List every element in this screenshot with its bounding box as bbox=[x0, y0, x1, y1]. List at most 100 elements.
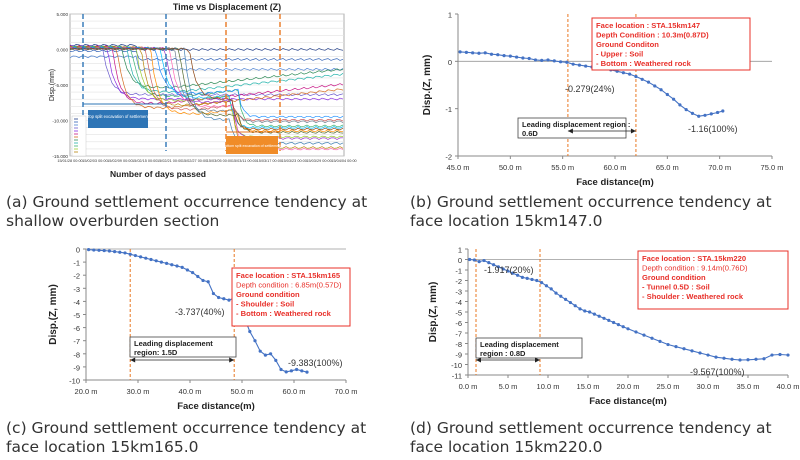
leading-arrow-head-right bbox=[535, 357, 540, 363]
data-point bbox=[492, 263, 496, 267]
data-point bbox=[721, 109, 725, 113]
series-line bbox=[69, 49, 344, 61]
data-point bbox=[697, 114, 701, 118]
data-point bbox=[626, 327, 630, 331]
data-point bbox=[621, 71, 625, 75]
data-point bbox=[128, 252, 132, 256]
y-tick-label: -9 bbox=[455, 351, 462, 360]
mid-value-label: -0.279(24%) bbox=[565, 84, 615, 94]
y-tick-label: -7 bbox=[73, 337, 80, 346]
x-tick-label: 60.0 m bbox=[283, 387, 306, 396]
data-point bbox=[544, 284, 548, 288]
data-point bbox=[653, 84, 657, 88]
leading-arrow-head-left bbox=[476, 357, 481, 363]
data-point bbox=[778, 352, 782, 357]
data-point bbox=[552, 59, 556, 63]
caption-c: (c) Ground settlement occurrence tendenc… bbox=[6, 419, 367, 456]
data-point bbox=[496, 265, 500, 269]
leading-label-text: Leading displacement bbox=[134, 339, 213, 348]
data-point bbox=[206, 280, 210, 284]
x-tick-label: 20.0 m bbox=[617, 382, 640, 391]
data-point bbox=[248, 329, 252, 334]
y-axis-label: Disp.(Z, mm) bbox=[428, 282, 439, 343]
end-value-label: -9.383(100%) bbox=[288, 358, 343, 368]
data-point bbox=[706, 353, 710, 357]
data-point bbox=[584, 64, 588, 68]
x-tick-label: 15/02/09 00:00 bbox=[107, 159, 132, 163]
leading-label-box bbox=[129, 336, 237, 358]
data-point bbox=[217, 295, 221, 300]
data-point bbox=[516, 273, 520, 277]
x-tick-label: 15/04/04 00:00 bbox=[331, 159, 356, 163]
y-tick-label: -1 bbox=[73, 259, 80, 268]
leading-label-box bbox=[517, 117, 627, 139]
leading-arrow-head-right bbox=[229, 357, 235, 363]
info-box-line: Depth Condition : 10.3m(0.87D) bbox=[596, 31, 709, 40]
x-tick-label: 15/03/05 00:00 bbox=[207, 159, 232, 163]
x-tick-label: 55.0 m bbox=[551, 163, 574, 172]
data-point bbox=[520, 275, 524, 279]
data-point bbox=[634, 74, 638, 79]
data-point bbox=[471, 51, 475, 55]
data-point bbox=[665, 92, 669, 97]
leading-label-text: Leading displacement bbox=[480, 340, 559, 349]
series-line bbox=[69, 44, 344, 51]
y-tick-label: -10 bbox=[69, 377, 80, 386]
data-point bbox=[458, 50, 462, 54]
data-point bbox=[123, 251, 127, 255]
leading-label-text: region: 1.5D bbox=[134, 348, 178, 357]
leading-label-text: Leading displacement region : bbox=[522, 120, 630, 129]
y-tick-label: 0 bbox=[448, 58, 452, 67]
x-axis-label: Face distance(m) bbox=[576, 177, 654, 188]
y-tick-label: -6 bbox=[455, 319, 462, 328]
series-line bbox=[69, 44, 344, 96]
x-axis-label: Face distance(m) bbox=[177, 401, 255, 412]
data-point bbox=[97, 248, 101, 252]
data-point bbox=[607, 318, 611, 322]
data-point bbox=[144, 256, 148, 260]
y-tick-label: -3 bbox=[455, 288, 462, 297]
info-box-line: - Upper : Soil bbox=[596, 50, 643, 59]
y-tick-label: -4 bbox=[455, 298, 462, 307]
data-point bbox=[113, 250, 117, 254]
y-tick-label: 0 bbox=[458, 256, 462, 265]
y-tick-label: -1 bbox=[445, 105, 452, 114]
data-point bbox=[191, 270, 195, 275]
info-box-line: Depth condition : 6.85m(0.57D) bbox=[236, 281, 342, 290]
y-tick-label: 5.000 bbox=[57, 12, 69, 17]
data-point bbox=[628, 72, 632, 76]
data-point bbox=[650, 336, 654, 340]
end-value-label: -9.567(100%) bbox=[690, 367, 745, 377]
info-box bbox=[231, 267, 351, 327]
data-point bbox=[170, 263, 174, 267]
data-point bbox=[535, 278, 539, 283]
data-point bbox=[525, 276, 529, 280]
data-point bbox=[472, 258, 476, 262]
info-box-line: - Shoulder : Soil bbox=[236, 300, 294, 309]
data-point bbox=[690, 111, 695, 115]
chart-c: 0 -1 -2 -3 -4 -5 -6 -7 -8 -9 -10 20.0 m 30.0 m 40.0 m… bbox=[0, 233, 400, 421]
leading-arrow-head-left bbox=[130, 357, 136, 363]
y-tick-label: -5.000 bbox=[55, 83, 68, 88]
data-point bbox=[564, 297, 568, 301]
info-box-line: - Bottom : Weathered rock bbox=[596, 59, 692, 68]
data-point bbox=[554, 291, 558, 295]
x-tick-label: 0.0 m bbox=[459, 382, 478, 391]
y-tick-label: -2 bbox=[445, 153, 452, 162]
data-point bbox=[477, 51, 481, 55]
series-line bbox=[69, 47, 344, 131]
data-point bbox=[201, 278, 205, 283]
data-point bbox=[714, 355, 718, 359]
data-point bbox=[263, 353, 267, 357]
data-point bbox=[496, 53, 500, 57]
y-tick-label: -8 bbox=[455, 340, 462, 349]
data-point bbox=[154, 259, 158, 263]
data-point bbox=[87, 248, 91, 252]
x-tick-label: 40.0 m bbox=[777, 382, 800, 391]
data-point bbox=[279, 367, 283, 372]
data-point bbox=[698, 351, 702, 355]
data-point bbox=[175, 264, 179, 268]
caption-d: (d) Ground settlement occurrence tendenc… bbox=[410, 419, 772, 456]
data-point bbox=[568, 300, 572, 305]
x-tick-label: 25.0 m bbox=[657, 382, 680, 391]
